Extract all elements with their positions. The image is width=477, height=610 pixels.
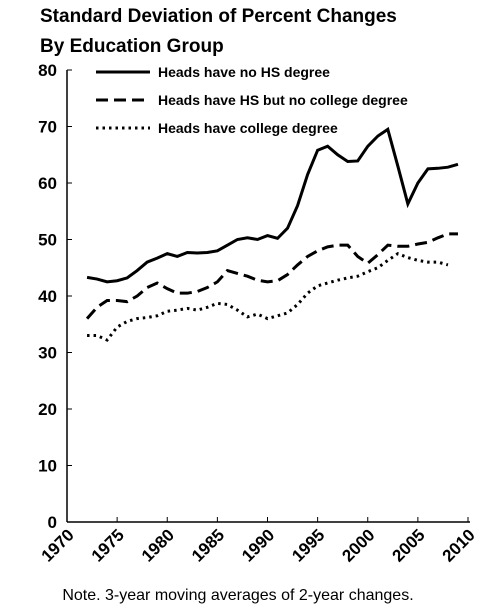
x-tick-label: 1985 xyxy=(188,525,228,565)
x-tick-label: 1995 xyxy=(288,525,328,565)
y-tick-label: 50 xyxy=(38,231,57,250)
chart-subtitle: By Education Group xyxy=(40,36,224,57)
x-tick-label: 1975 xyxy=(88,525,128,565)
series-line xyxy=(86,126,459,284)
y-tick-label: 0 xyxy=(48,513,57,532)
x-tick-label: 2000 xyxy=(338,525,378,565)
y-tick-label: 70 xyxy=(38,118,57,137)
series-line xyxy=(85,232,458,320)
series-line xyxy=(87,251,449,342)
y-tick-label: 60 xyxy=(38,174,57,193)
y-tick-label: 20 xyxy=(38,400,57,419)
legend-label: Heads have HS but no college degree xyxy=(158,92,408,108)
x-tick-label: 1980 xyxy=(138,525,178,565)
x-tick-label: 2010 xyxy=(439,525,477,565)
y-tick-label: 10 xyxy=(38,457,57,476)
x-tick-label: 1990 xyxy=(238,525,278,565)
x-tick-label: 2005 xyxy=(389,525,429,565)
chart-title: Standard Deviation of Percent Changes xyxy=(40,6,397,27)
y-tick-label: 40 xyxy=(38,287,57,306)
legend-label: Heads have college degree xyxy=(158,120,338,136)
legend-label: Heads have no HS degree xyxy=(158,64,330,80)
x-tick-label: 1970 xyxy=(38,525,78,565)
y-tick-label: 30 xyxy=(38,344,57,363)
y-tick-label: 80 xyxy=(38,61,57,80)
note: Note. 3-year moving averages of 2-year c… xyxy=(62,587,413,604)
